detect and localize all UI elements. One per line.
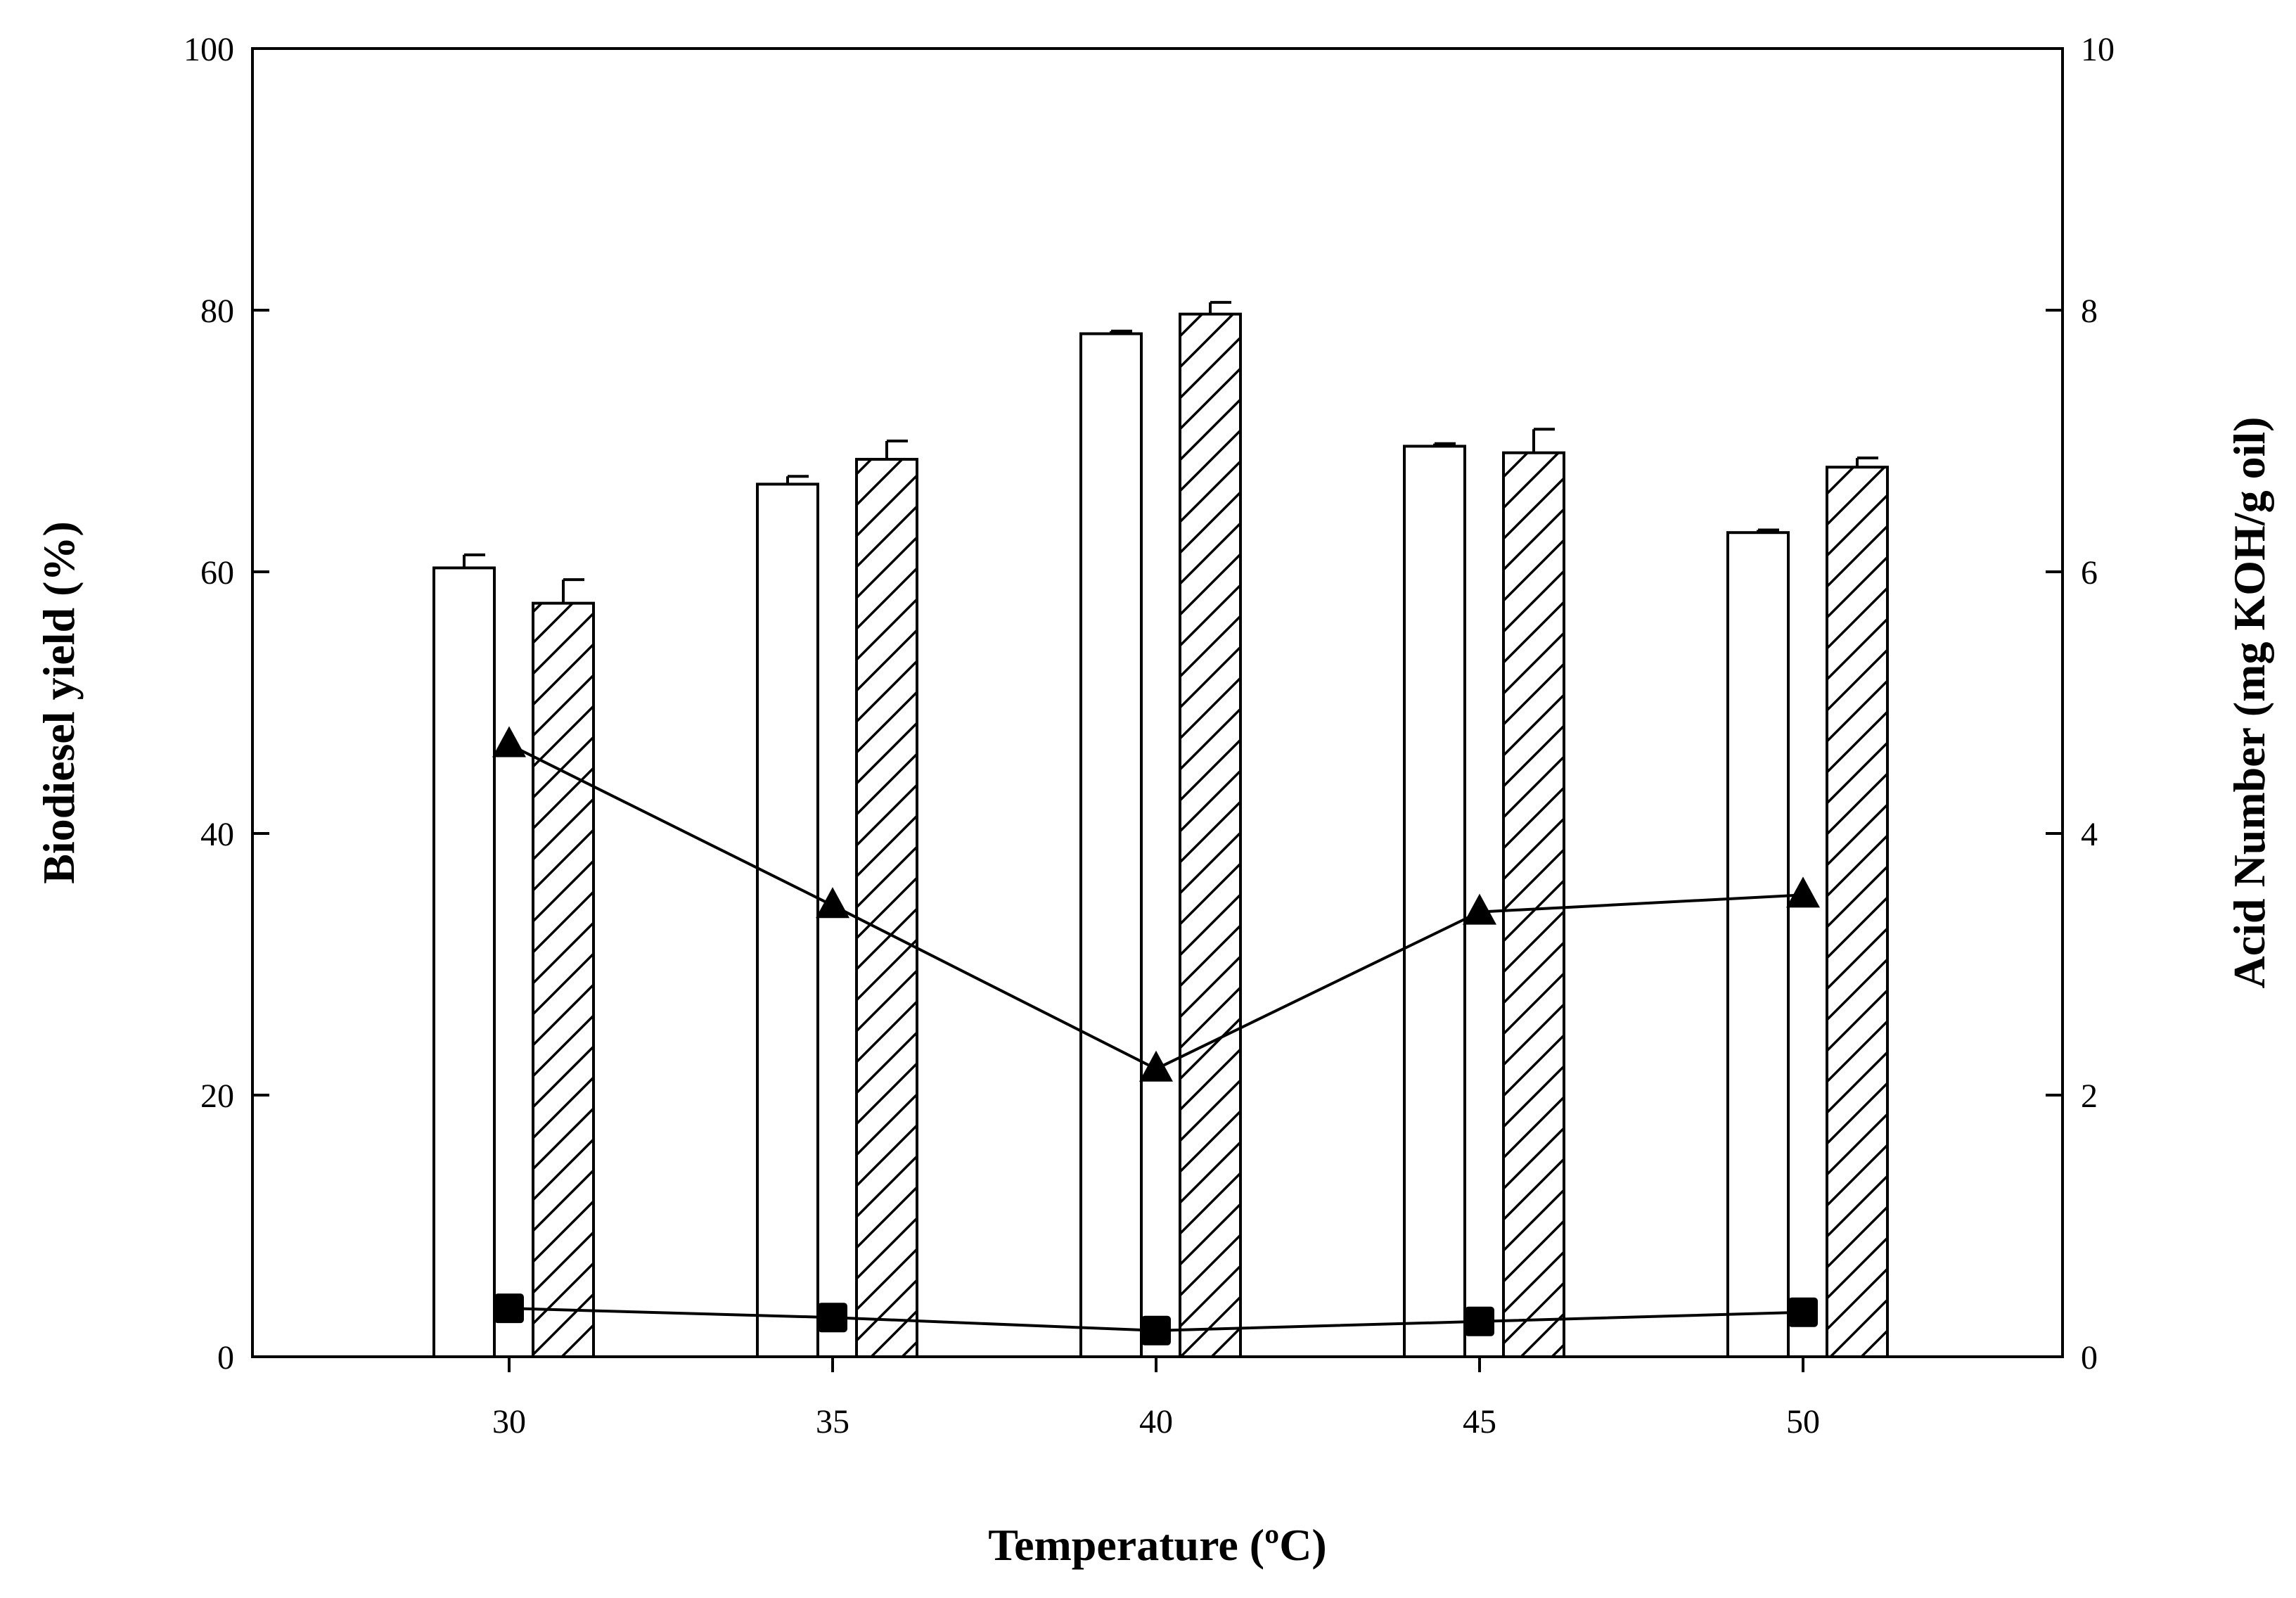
triangle-marker	[492, 726, 526, 758]
square-marker	[1465, 1306, 1494, 1336]
hatched-bar	[1826, 466, 1889, 1359]
open-bar	[432, 566, 496, 1358]
triangle-marker	[816, 887, 849, 919]
triangle-marker	[1463, 893, 1496, 925]
y2-tick-label: 2	[2081, 1078, 2098, 1115]
y-tick-label: 60	[200, 554, 234, 592]
y2-tick-label: 10	[2081, 31, 2115, 68]
x-tick-label: 35	[816, 1403, 849, 1440]
x-axis-title: Temperature (ºC)	[988, 1520, 1326, 1570]
open-bar	[1726, 531, 1790, 1359]
hatched-bar	[855, 458, 918, 1358]
open-bar	[756, 482, 819, 1358]
square-marker	[494, 1293, 524, 1324]
y-tick-label: 0	[217, 1339, 234, 1376]
open-bar	[1403, 445, 1466, 1359]
hatched-bar	[1502, 451, 1565, 1358]
y-tick-label: 40	[200, 816, 234, 853]
y2-tick-label: 6	[2081, 554, 2098, 592]
x-tick-label: 50	[1786, 1403, 1820, 1440]
triangle-marker	[1786, 876, 1820, 908]
y2-tick-label: 8	[2081, 293, 2098, 330]
y-axis-title: Biodiesel yield (%)	[34, 521, 84, 884]
x-tick-label: 30	[492, 1403, 526, 1440]
hatched-bar	[1179, 312, 1242, 1359]
square-marker	[1788, 1297, 1818, 1327]
y-tick-label: 100	[184, 31, 234, 68]
triangle-series-line	[508, 743, 1804, 1071]
x-tick-label: 40	[1139, 1403, 1173, 1440]
square-marker	[818, 1303, 847, 1333]
plot-frame	[251, 47, 2064, 1358]
triangle-marker	[1139, 1050, 1173, 1082]
hatched-bar	[532, 601, 595, 1358]
square-marker	[1141, 1315, 1171, 1345]
y2-tick-label: 4	[2081, 816, 2098, 853]
open-bar	[1079, 332, 1143, 1359]
y-tick-label: 20	[200, 1078, 234, 1115]
y2-axis-title: Acid Number (mg KOH/g oil)	[2224, 417, 2274, 989]
x-tick-label: 45	[1463, 1403, 1496, 1440]
y-tick-label: 80	[200, 293, 234, 330]
y2-tick-label: 0	[2081, 1339, 2098, 1376]
